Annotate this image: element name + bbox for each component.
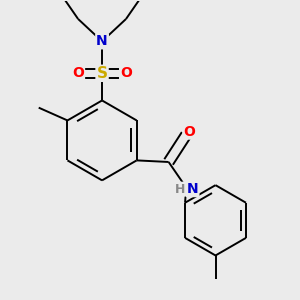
Text: S: S: [97, 66, 108, 81]
Text: H: H: [175, 183, 185, 196]
Text: O: O: [120, 66, 132, 80]
Text: O: O: [72, 66, 84, 80]
Text: N: N: [187, 182, 198, 196]
Text: O: O: [184, 124, 195, 139]
Text: N: N: [96, 34, 108, 48]
